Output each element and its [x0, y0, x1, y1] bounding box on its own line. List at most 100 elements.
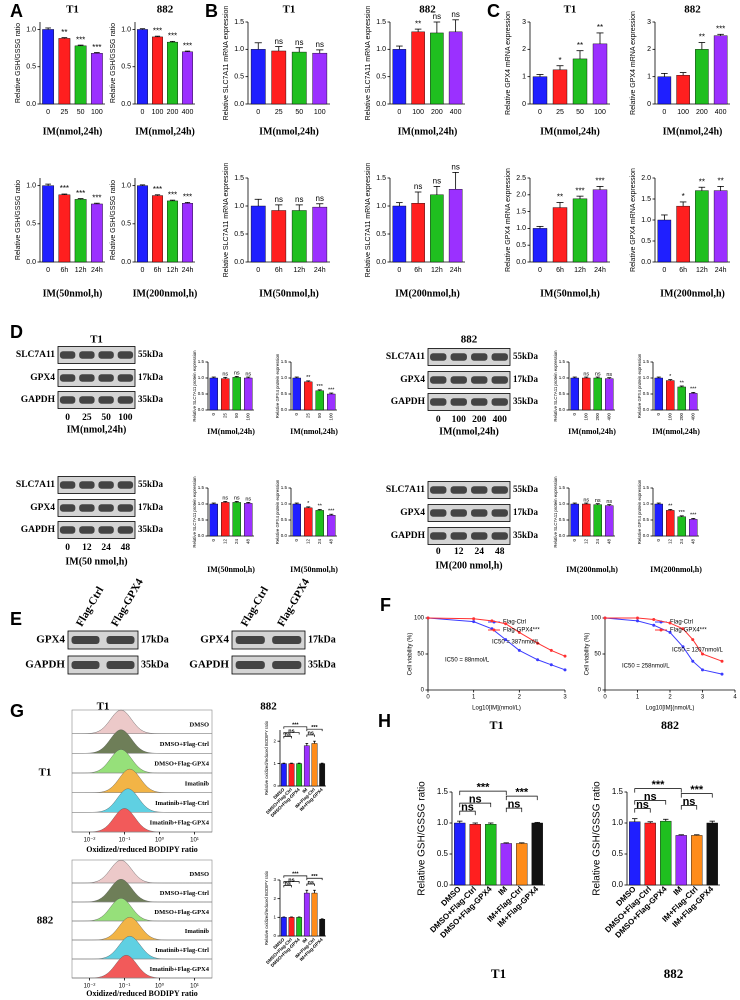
- chart-title: 882: [661, 718, 679, 732]
- blot-row-label: SLC7A11: [16, 350, 55, 360]
- marker: [603, 616, 607, 620]
- bracket: [680, 805, 698, 810]
- bracket-label: ns: [288, 728, 294, 734]
- series-label: Imatinib+Flag-GPX4: [150, 820, 210, 827]
- bar: [532, 228, 548, 263]
- bar: [244, 377, 253, 411]
- legend-label: Flag-Ctrl: [670, 620, 693, 626]
- legend-marker: [659, 628, 663, 632]
- y-tick-label: 1.5: [234, 19, 244, 26]
- bar: [516, 843, 528, 886]
- y-tick-label: 1.5: [281, 485, 288, 490]
- x-axis-label: IM(50nmol,h): [290, 565, 338, 574]
- x-tick-label: 400: [450, 109, 462, 116]
- significance: ns: [583, 371, 589, 377]
- chart-title: 882: [664, 966, 684, 981]
- y-tick-label: 0.5: [26, 221, 36, 228]
- y-tick-label: 0.0: [516, 259, 526, 266]
- series-label: DMSO+Flag-Ctrl: [160, 890, 209, 897]
- bracket: [283, 736, 292, 739]
- y-tick-label: 0.0: [234, 101, 244, 108]
- y-tick-label: 0.0: [437, 880, 449, 889]
- bar: [666, 510, 675, 537]
- y-tick-label: 0.0: [643, 407, 650, 412]
- bar: [288, 917, 295, 937]
- y-tick-label: 0.0: [376, 101, 386, 108]
- significance: ns: [595, 498, 601, 504]
- marker: [636, 619, 639, 623]
- significance: ***: [328, 387, 335, 393]
- blot-band: [98, 374, 114, 382]
- significance: ***: [60, 184, 69, 193]
- bracket-label: ***: [477, 782, 491, 794]
- x-tick-label: 12h: [167, 267, 179, 274]
- bar: [232, 502, 241, 537]
- blot-strip: [57, 499, 136, 517]
- blot-row-label: GPX4: [36, 634, 65, 646]
- x-tick-label: 12: [222, 539, 227, 545]
- blot-band: [471, 532, 488, 540]
- y-tick-label: 3: [647, 19, 651, 26]
- blot-band: [117, 396, 134, 404]
- bracket: [459, 790, 507, 796]
- x-axis-label: Oxidized/reduced BODIPY ratio: [86, 989, 198, 998]
- y-tick-label: 1.5: [641, 196, 651, 203]
- x-tick-label: 100: [667, 413, 672, 421]
- y-tick-label: 0.5: [643, 391, 650, 396]
- y-axis-label: Relative GPX4 protein expression: [275, 353, 280, 418]
- x-axis-label: IM(nmol,24h): [652, 427, 700, 436]
- annotation: IC50 = 1207nmol/L: [672, 648, 724, 654]
- y-tick-label: 0.0: [198, 533, 205, 538]
- lane-label: 100: [118, 413, 133, 423]
- x-tick-label: 200: [679, 413, 684, 421]
- blot-band: [117, 374, 134, 382]
- chart-title: T1: [66, 4, 79, 16]
- marker: [549, 648, 553, 652]
- blot-band: [471, 376, 488, 384]
- y-tick-label: 2.0: [641, 175, 651, 182]
- blot-title: 882: [260, 701, 277, 713]
- blot-band: [430, 509, 447, 517]
- bar: [592, 43, 608, 105]
- line: [605, 617, 723, 662]
- y-tick-label: 1.0: [121, 26, 131, 33]
- blot-row-label: GAPDH: [391, 397, 426, 407]
- lane-label: 0: [65, 413, 70, 423]
- x-tick-label: 24: [595, 539, 600, 545]
- bar: [291, 210, 307, 263]
- blot-x-label: IM(50 nmol,h): [65, 556, 127, 567]
- blot-band: [98, 481, 114, 489]
- chart-title: T1: [564, 4, 577, 16]
- bar: [315, 510, 324, 537]
- significance: ns: [316, 40, 324, 49]
- legend-label: Flag-GPX4***: [670, 628, 707, 634]
- lane-label: 25: [82, 413, 92, 423]
- y-tick-label: 1.0: [281, 375, 288, 380]
- bar: [500, 843, 512, 886]
- bar: [167, 200, 178, 263]
- y-tick-label: 0: [522, 101, 526, 108]
- x-tick-label: 50: [576, 109, 584, 116]
- x-axis-label: IM(nmol,24h): [135, 126, 195, 137]
- significance: ns: [433, 12, 441, 21]
- blot-kda-label: 35kDa: [138, 394, 164, 404]
- y-tick-label: 0.5: [437, 849, 449, 858]
- x-tick-label: 10⁰: [155, 983, 165, 990]
- x-tick-label: 25: [556, 109, 564, 116]
- significance: ns: [222, 372, 228, 378]
- x-tick-label: 0: [656, 539, 661, 542]
- bar: [570, 503, 579, 537]
- y-tick-label: 1: [273, 915, 276, 920]
- bar: [676, 205, 690, 263]
- y-tick-label: 1.0: [516, 225, 526, 232]
- blot-band: [59, 351, 76, 359]
- x-axis-label: IM(nmol,24h): [259, 126, 319, 137]
- bracket: [634, 808, 651, 813]
- blot-strip: [427, 504, 511, 522]
- bracket-label: ns: [284, 881, 290, 887]
- x-axis-label: IM(50nmol,h): [207, 565, 255, 574]
- y-tick-label: 1.5: [516, 208, 526, 215]
- bar: [319, 919, 326, 937]
- significance: ns: [433, 177, 441, 186]
- lane-label: 48: [121, 543, 131, 553]
